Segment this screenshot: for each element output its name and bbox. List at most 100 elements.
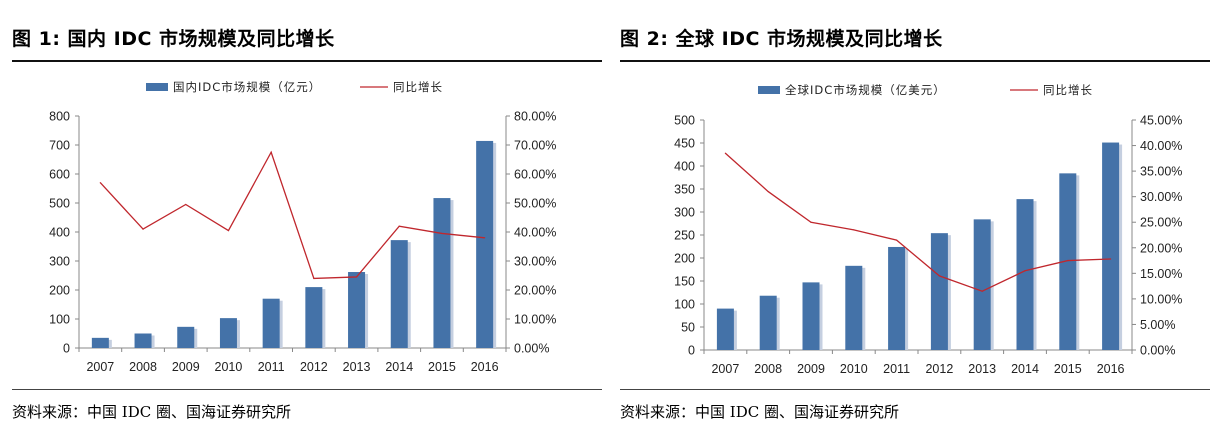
y2-tick-label: 15.00% bbox=[1140, 267, 1182, 281]
y2-tick-label: 25.00% bbox=[1140, 216, 1182, 230]
y-tick-label: 400 bbox=[674, 160, 695, 174]
bar bbox=[888, 246, 906, 350]
bar bbox=[348, 272, 366, 348]
title-rule-1 bbox=[12, 60, 602, 62]
y2-tick-label: 10.00% bbox=[1140, 292, 1182, 306]
growth-point bbox=[270, 151, 272, 153]
y-tick-label: 350 bbox=[674, 183, 695, 197]
x-tick-label: 2011 bbox=[258, 360, 285, 374]
y-tick-label: 300 bbox=[49, 255, 70, 269]
y-tick-label: 200 bbox=[49, 284, 70, 298]
bar bbox=[134, 333, 152, 348]
legend-swatch-bar bbox=[146, 83, 168, 91]
x-tick-label: 2007 bbox=[711, 362, 739, 376]
x-tick-label: 2016 bbox=[471, 360, 499, 374]
bar bbox=[1059, 173, 1077, 350]
bar bbox=[305, 287, 323, 348]
growth-point bbox=[724, 152, 726, 154]
bar bbox=[262, 298, 280, 348]
legend-label-line: 同比增长 bbox=[1043, 83, 1093, 97]
bar bbox=[716, 308, 734, 350]
x-tick-label: 2015 bbox=[1054, 362, 1082, 376]
growth-point bbox=[441, 232, 443, 235]
growth-point bbox=[484, 237, 486, 239]
y-tick-label: 600 bbox=[49, 168, 70, 182]
bar bbox=[1016, 199, 1034, 350]
y2-tick-label: 40.00% bbox=[1140, 139, 1182, 153]
chart-global-idc: 全球IDC市场规模（亿美元） 同比增长 0 50 100 150 200 250 300 350 4… bbox=[674, 83, 1182, 376]
growth-point bbox=[981, 290, 983, 292]
bar bbox=[177, 326, 195, 348]
y-tick-label: 50 bbox=[681, 321, 695, 335]
y-tick-label: 500 bbox=[49, 197, 70, 211]
x-tick-label: 2008 bbox=[754, 362, 782, 376]
bar bbox=[433, 198, 451, 348]
y2-tick-label: 0.00% bbox=[1140, 344, 1175, 358]
y-tick-label: 800 bbox=[49, 110, 70, 124]
chart-domestic-idc: 国内IDC市场规模（亿元） 同比增长 0 100 200 300 400 500 600 700 8… bbox=[49, 80, 556, 374]
y2-tick-label: 60.00% bbox=[514, 168, 556, 182]
growth-point bbox=[227, 229, 230, 232]
source-note-2: 资料来源：中国 IDC 圈、国海证券研究所 bbox=[620, 403, 899, 421]
x-tick-label: 2016 bbox=[1097, 362, 1125, 376]
growth-point bbox=[853, 229, 855, 231]
chart-title-1: 图 1: 国内 IDC 市场规模及同比增长 bbox=[12, 28, 335, 50]
y-tick-label: 150 bbox=[674, 275, 695, 289]
growth-point bbox=[1067, 259, 1069, 262]
growth-point bbox=[810, 221, 812, 223]
bar bbox=[973, 219, 991, 350]
y2-tick-label: 20.00% bbox=[1140, 241, 1182, 255]
y-tick-label: 300 bbox=[674, 206, 695, 220]
x-tick-label: 2015 bbox=[428, 360, 456, 374]
growth-point bbox=[142, 228, 144, 230]
y-tick-label: 400 bbox=[49, 226, 70, 240]
source-rule-2 bbox=[620, 389, 1210, 390]
y-tick-label: 0 bbox=[688, 344, 695, 358]
y-tick-label: 0 bbox=[63, 342, 70, 356]
bar bbox=[845, 265, 863, 350]
y-tick-label: 100 bbox=[674, 298, 695, 312]
growth-point bbox=[185, 203, 187, 206]
growth-point bbox=[313, 277, 315, 279]
x-tick-label: 2010 bbox=[215, 360, 243, 374]
growth-line bbox=[724, 152, 1111, 292]
y-tick-label: 450 bbox=[674, 137, 695, 151]
bar bbox=[91, 337, 109, 348]
y-tick-label: 200 bbox=[674, 252, 695, 266]
y2-tick-label: 30.00% bbox=[514, 255, 556, 269]
source-note-1: 资料来源：中国 IDC 圈、国海证券研究所 bbox=[12, 403, 291, 421]
legend-label-bar: 国内IDC市场规模（亿元） bbox=[173, 80, 321, 94]
bar bbox=[1102, 142, 1120, 350]
y2-tick-label: 35.00% bbox=[1140, 165, 1182, 179]
x-tick-label: 2008 bbox=[129, 360, 157, 374]
y2-tick-label: 10.00% bbox=[514, 313, 556, 327]
chart-panel-2: 图 2: 全球 IDC 市场规模及同比增长 全球IDC市场规模（亿美元） 同比增长… bbox=[620, 0, 1215, 425]
legend-swatch-bar bbox=[758, 86, 780, 94]
x-tick-label: 2013 bbox=[968, 362, 996, 376]
y2-tick-label: 5.00% bbox=[1140, 318, 1175, 332]
legend-label-line: 同比增长 bbox=[393, 80, 443, 94]
chart-panel-1: 图 1: 国内 IDC 市场规模及同比增长 国内IDC市场规模（亿元） 同比增长 0… bbox=[12, 0, 607, 425]
y-tick-label: 500 bbox=[674, 114, 695, 128]
y2-tick-label: 45.00% bbox=[1140, 114, 1182, 128]
bar bbox=[930, 233, 948, 350]
x-tick-label: 2010 bbox=[840, 362, 868, 376]
y2-tick-label: 70.00% bbox=[514, 139, 556, 153]
growth-line bbox=[99, 150, 485, 280]
x-tick-label: 2011 bbox=[883, 362, 910, 376]
y-tick-label: 100 bbox=[49, 313, 70, 327]
growth-point bbox=[938, 275, 940, 277]
source-rule-1 bbox=[12, 389, 602, 390]
x-tick-label: 2012 bbox=[300, 360, 328, 374]
y2-tick-label: 40.00% bbox=[514, 226, 556, 240]
growth-point bbox=[99, 182, 101, 184]
title-rule-2 bbox=[620, 60, 1210, 62]
x-tick-label: 2009 bbox=[172, 360, 200, 374]
y2-tick-label: 50.00% bbox=[514, 197, 556, 211]
chart-title-2: 图 2: 全球 IDC 市场规模及同比增长 bbox=[620, 28, 943, 50]
x-tick-label: 2007 bbox=[86, 360, 114, 374]
bar bbox=[219, 318, 237, 348]
y2-tick-label: 20.00% bbox=[514, 284, 556, 298]
x-tick-label: 2009 bbox=[797, 362, 825, 376]
growth-point bbox=[1110, 258, 1112, 260]
